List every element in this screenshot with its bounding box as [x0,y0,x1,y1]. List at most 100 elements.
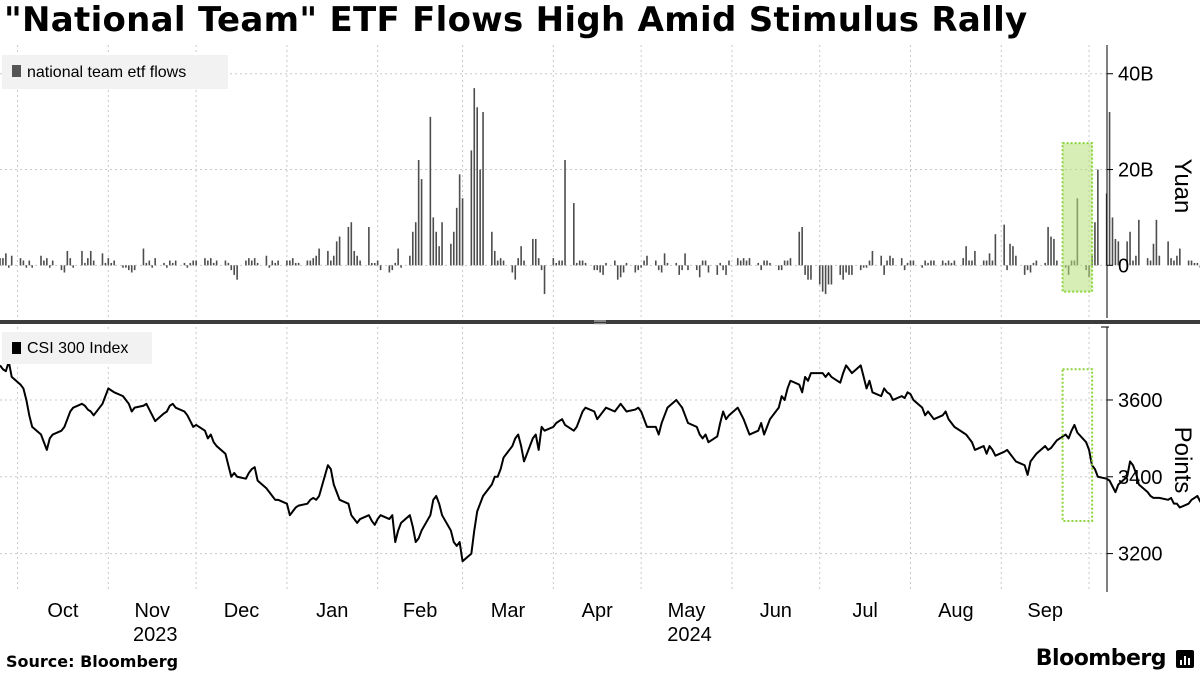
flow-bar [517,258,519,266]
flow-bar [739,260,742,266]
flow-bar [903,265,906,271]
flow-bar [256,262,259,266]
flow-bar [338,236,341,266]
flow-bar [821,265,824,292]
flow-bar [1056,260,1058,266]
flow-bar [666,262,669,266]
flow-bar [810,265,812,280]
flow-bar [154,258,156,266]
flow-bar [1050,236,1052,266]
flow-bar [786,260,789,266]
flow-bar [294,262,297,266]
flow-bar [2,258,4,266]
flow-bar [1012,246,1014,266]
x-month-label: Apr [582,600,613,622]
bottom-legend-background [2,332,152,364]
flow-bar [315,255,317,266]
flow-bar [578,260,581,266]
csi300-line-group [0,360,1200,563]
flow-bar [643,260,645,266]
flow-bar [1003,224,1005,266]
flow-bar [327,250,329,266]
flow-bar [561,260,563,266]
flow-bar [0,258,1,266]
flow-bar [798,231,801,266]
x-year-label: 2024 [667,624,712,646]
flow-bar [971,260,973,266]
flow-bar [335,241,338,266]
bottom-legend: CSI 300 Index [2,332,152,364]
flow-bar [1196,262,1199,266]
flow-bar [1006,265,1008,271]
flow-bar [1187,260,1190,266]
flow-bar [520,246,522,266]
flow-bar [883,265,885,275]
flow-bar [22,260,25,266]
flow-bar [789,258,792,266]
flow-bar [133,265,136,271]
flow-bar [596,265,599,271]
axes: 0 20B 40B 3200 3400 3600 [1101,45,1163,592]
flow-bar [871,250,874,266]
flow-bar [707,265,710,273]
flow-bar [947,260,950,266]
flow-bar [493,250,496,266]
flow-bar [824,265,827,295]
flow-bar [660,265,663,273]
flow-bar [502,260,505,266]
flow-bar [818,265,821,285]
flow-bar [564,159,566,266]
flow-bar [289,260,291,266]
flow-bar [25,265,28,268]
csi300-line [0,360,1200,563]
bottom-highlight-box [1061,368,1094,522]
flow-bar [435,231,438,266]
flow-bar [909,260,912,266]
bottom-y-tick-label: 3600 [1118,390,1163,412]
x-month-label: Dec [224,600,260,622]
flow-bar [7,265,10,268]
x-axis-labels: Oct Nov Dec Jan Feb Mar Apr May Jun Jul Aug Sep 2023… [47,600,1063,646]
flow-bar [250,260,253,266]
flow-bar [268,265,271,268]
flow-bar [657,265,660,271]
flow-bar [859,265,862,271]
flow-bar [491,231,493,266]
flow-bar [373,262,376,266]
flow-bar [248,258,250,266]
flow-bar [988,253,991,266]
flow-bar [807,265,809,280]
flow-bar [748,258,751,266]
bottom-legend-swatch [12,342,21,354]
flow-bar [584,262,587,266]
flow-bar [991,260,994,266]
flow-bar [523,260,525,266]
flow-bar [845,265,847,273]
flow-bar [953,260,956,266]
flow-bar [1149,260,1152,266]
bottom-panel-gridlines [0,327,1107,592]
flow-bar [1009,243,1011,266]
flow-bar [1108,112,1111,266]
flow-bar [163,262,165,266]
flow-bar [736,258,739,266]
flow-bar [1126,241,1128,266]
flow-bar [92,260,95,266]
flow-bar [1047,227,1049,266]
flow-bar [63,265,66,273]
flow-bar [347,227,350,266]
flow-bar [540,265,543,271]
flow-bar [646,255,648,266]
flow-bar [716,265,719,275]
flow-bar [48,265,51,268]
flow-bar [1155,219,1158,266]
flow-bar [695,265,698,271]
flow-bar [204,258,206,266]
flow-bar [965,246,967,266]
top-legend-background [2,55,228,89]
flow-bar [777,265,780,271]
flow-bar [432,217,435,266]
flow-bar [171,262,174,266]
flow-bar [827,265,830,285]
